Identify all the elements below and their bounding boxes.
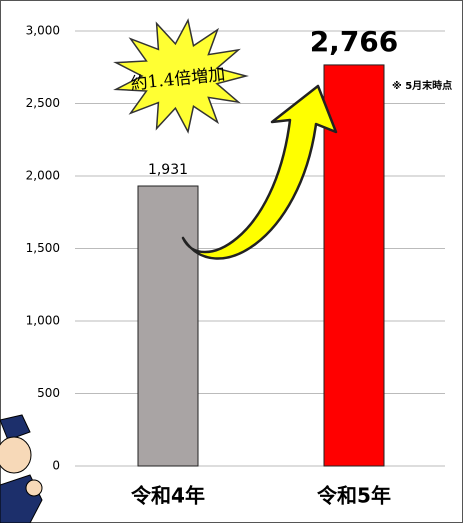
x-tick-label: 令和5年 (317, 484, 391, 508)
chart: 05001,0001,5002,0002,5003,000 約1.4倍増加 ※ … (0, 0, 463, 523)
y-tick-label: 3,000 (26, 24, 60, 38)
value-label: 1,931 (148, 162, 188, 178)
y-tick-label: 1,500 (26, 241, 60, 255)
y-tick-label: 500 (37, 386, 60, 400)
bar (138, 186, 198, 466)
y-tick-label: 0 (52, 459, 60, 473)
y-tick-label: 2,500 (26, 96, 60, 110)
note: ※ 5月末時点 (392, 79, 452, 92)
y-tick-label: 1,000 (26, 314, 60, 328)
y-tick-label: 2,000 (26, 169, 60, 183)
value-label: 2,766 (310, 25, 399, 58)
x-tick-label: 令和4年 (131, 484, 205, 508)
